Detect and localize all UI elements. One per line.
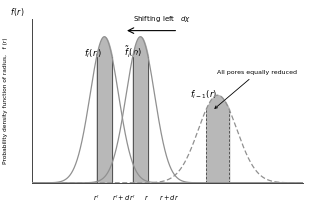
Text: $f_{i-1}(r)$: $f_{i-1}(r)$: [190, 88, 217, 101]
Text: $r' + dr'$: $r' + dr'$: [112, 193, 135, 203]
Text: All pores equally reduced: All pores equally reduced: [215, 70, 297, 108]
Text: $\tilde{f}_i(r\prime)$: $\tilde{f}_i(r\prime)$: [124, 45, 143, 60]
Text: $f\,(r)$: $f\,(r)$: [10, 6, 25, 17]
Text: $r$: $r$: [144, 193, 149, 202]
Text: $f_i(r\prime)$: $f_i(r\prime)$: [84, 48, 102, 60]
Text: Shifting left   $d\chi$: Shifting left $d\chi$: [133, 14, 191, 24]
Text: $r + dr$: $r + dr$: [158, 193, 179, 202]
Text: $r'$: $r'$: [93, 193, 100, 203]
Text: Probability density function of radius,   f (r): Probability density function of radius, …: [3, 38, 8, 164]
